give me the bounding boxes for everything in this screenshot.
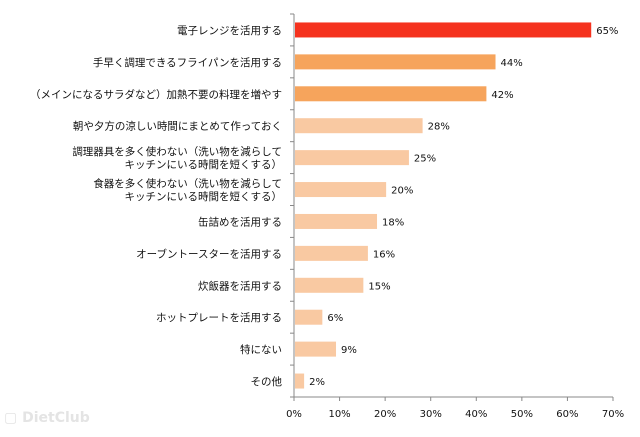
category-label: 食器を多く使わない（洗い物を減らして bbox=[93, 177, 282, 190]
x-tick-label: 50% bbox=[511, 409, 533, 420]
bar bbox=[295, 54, 496, 70]
x-tick-label: 40% bbox=[465, 409, 487, 420]
data-label: 65% bbox=[596, 26, 618, 37]
category-label: キッチンにいる時間を短くする） bbox=[125, 158, 283, 171]
bar bbox=[295, 118, 423, 134]
category-label: 電子レンジを活用する bbox=[177, 25, 282, 37]
data-label: 20% bbox=[391, 186, 413, 197]
data-label: 18% bbox=[382, 217, 404, 228]
bar bbox=[295, 373, 305, 389]
data-label: 16% bbox=[373, 249, 395, 260]
category-label: 特にない bbox=[240, 344, 282, 356]
watermark-logo: ▢ DietClub bbox=[4, 410, 90, 426]
category-label: 炊飯器を活用する bbox=[198, 279, 282, 292]
bar bbox=[295, 182, 387, 198]
x-tick-label: 70% bbox=[602, 409, 624, 420]
data-label: 28% bbox=[428, 122, 450, 133]
bar bbox=[295, 277, 364, 293]
category-label: キッチンにいる時間を短くする） bbox=[125, 190, 283, 203]
bar bbox=[295, 341, 337, 357]
category-label: （メインになるサラダなど）加熱不要の料理を増やす bbox=[30, 88, 282, 101]
data-label: 42% bbox=[491, 90, 513, 101]
category-label: 手早く調理できるフライパンを活用する bbox=[93, 56, 282, 69]
bar bbox=[295, 150, 409, 166]
x-tick-label: 10% bbox=[328, 409, 350, 420]
data-label: 2% bbox=[309, 377, 325, 388]
data-label: 9% bbox=[341, 345, 357, 356]
category-label: 缶詰めを活用する bbox=[198, 215, 282, 228]
bar bbox=[295, 86, 487, 102]
bar bbox=[295, 245, 368, 261]
category-label: 調理器具を多く使わない（洗い物を減らして bbox=[72, 145, 282, 158]
x-tick-label: 20% bbox=[374, 409, 396, 420]
category-label: ホットプレートを活用する bbox=[156, 312, 282, 324]
category-label: 朝や夕方の涼しい時間にまとめて作っておく bbox=[73, 120, 282, 133]
category-label: その他 bbox=[251, 375, 283, 388]
data-label: 44% bbox=[501, 58, 523, 69]
data-label: 15% bbox=[368, 281, 390, 292]
x-tick-label: 0% bbox=[286, 409, 302, 420]
category-label: オーブントースターを活用する bbox=[136, 247, 282, 260]
x-tick-label: 30% bbox=[420, 409, 442, 420]
bar bbox=[295, 213, 378, 229]
x-tick-label: 60% bbox=[556, 409, 578, 420]
data-label: 25% bbox=[414, 154, 436, 165]
data-label: 6% bbox=[327, 313, 343, 324]
bar bbox=[295, 309, 323, 325]
bar bbox=[295, 22, 592, 38]
